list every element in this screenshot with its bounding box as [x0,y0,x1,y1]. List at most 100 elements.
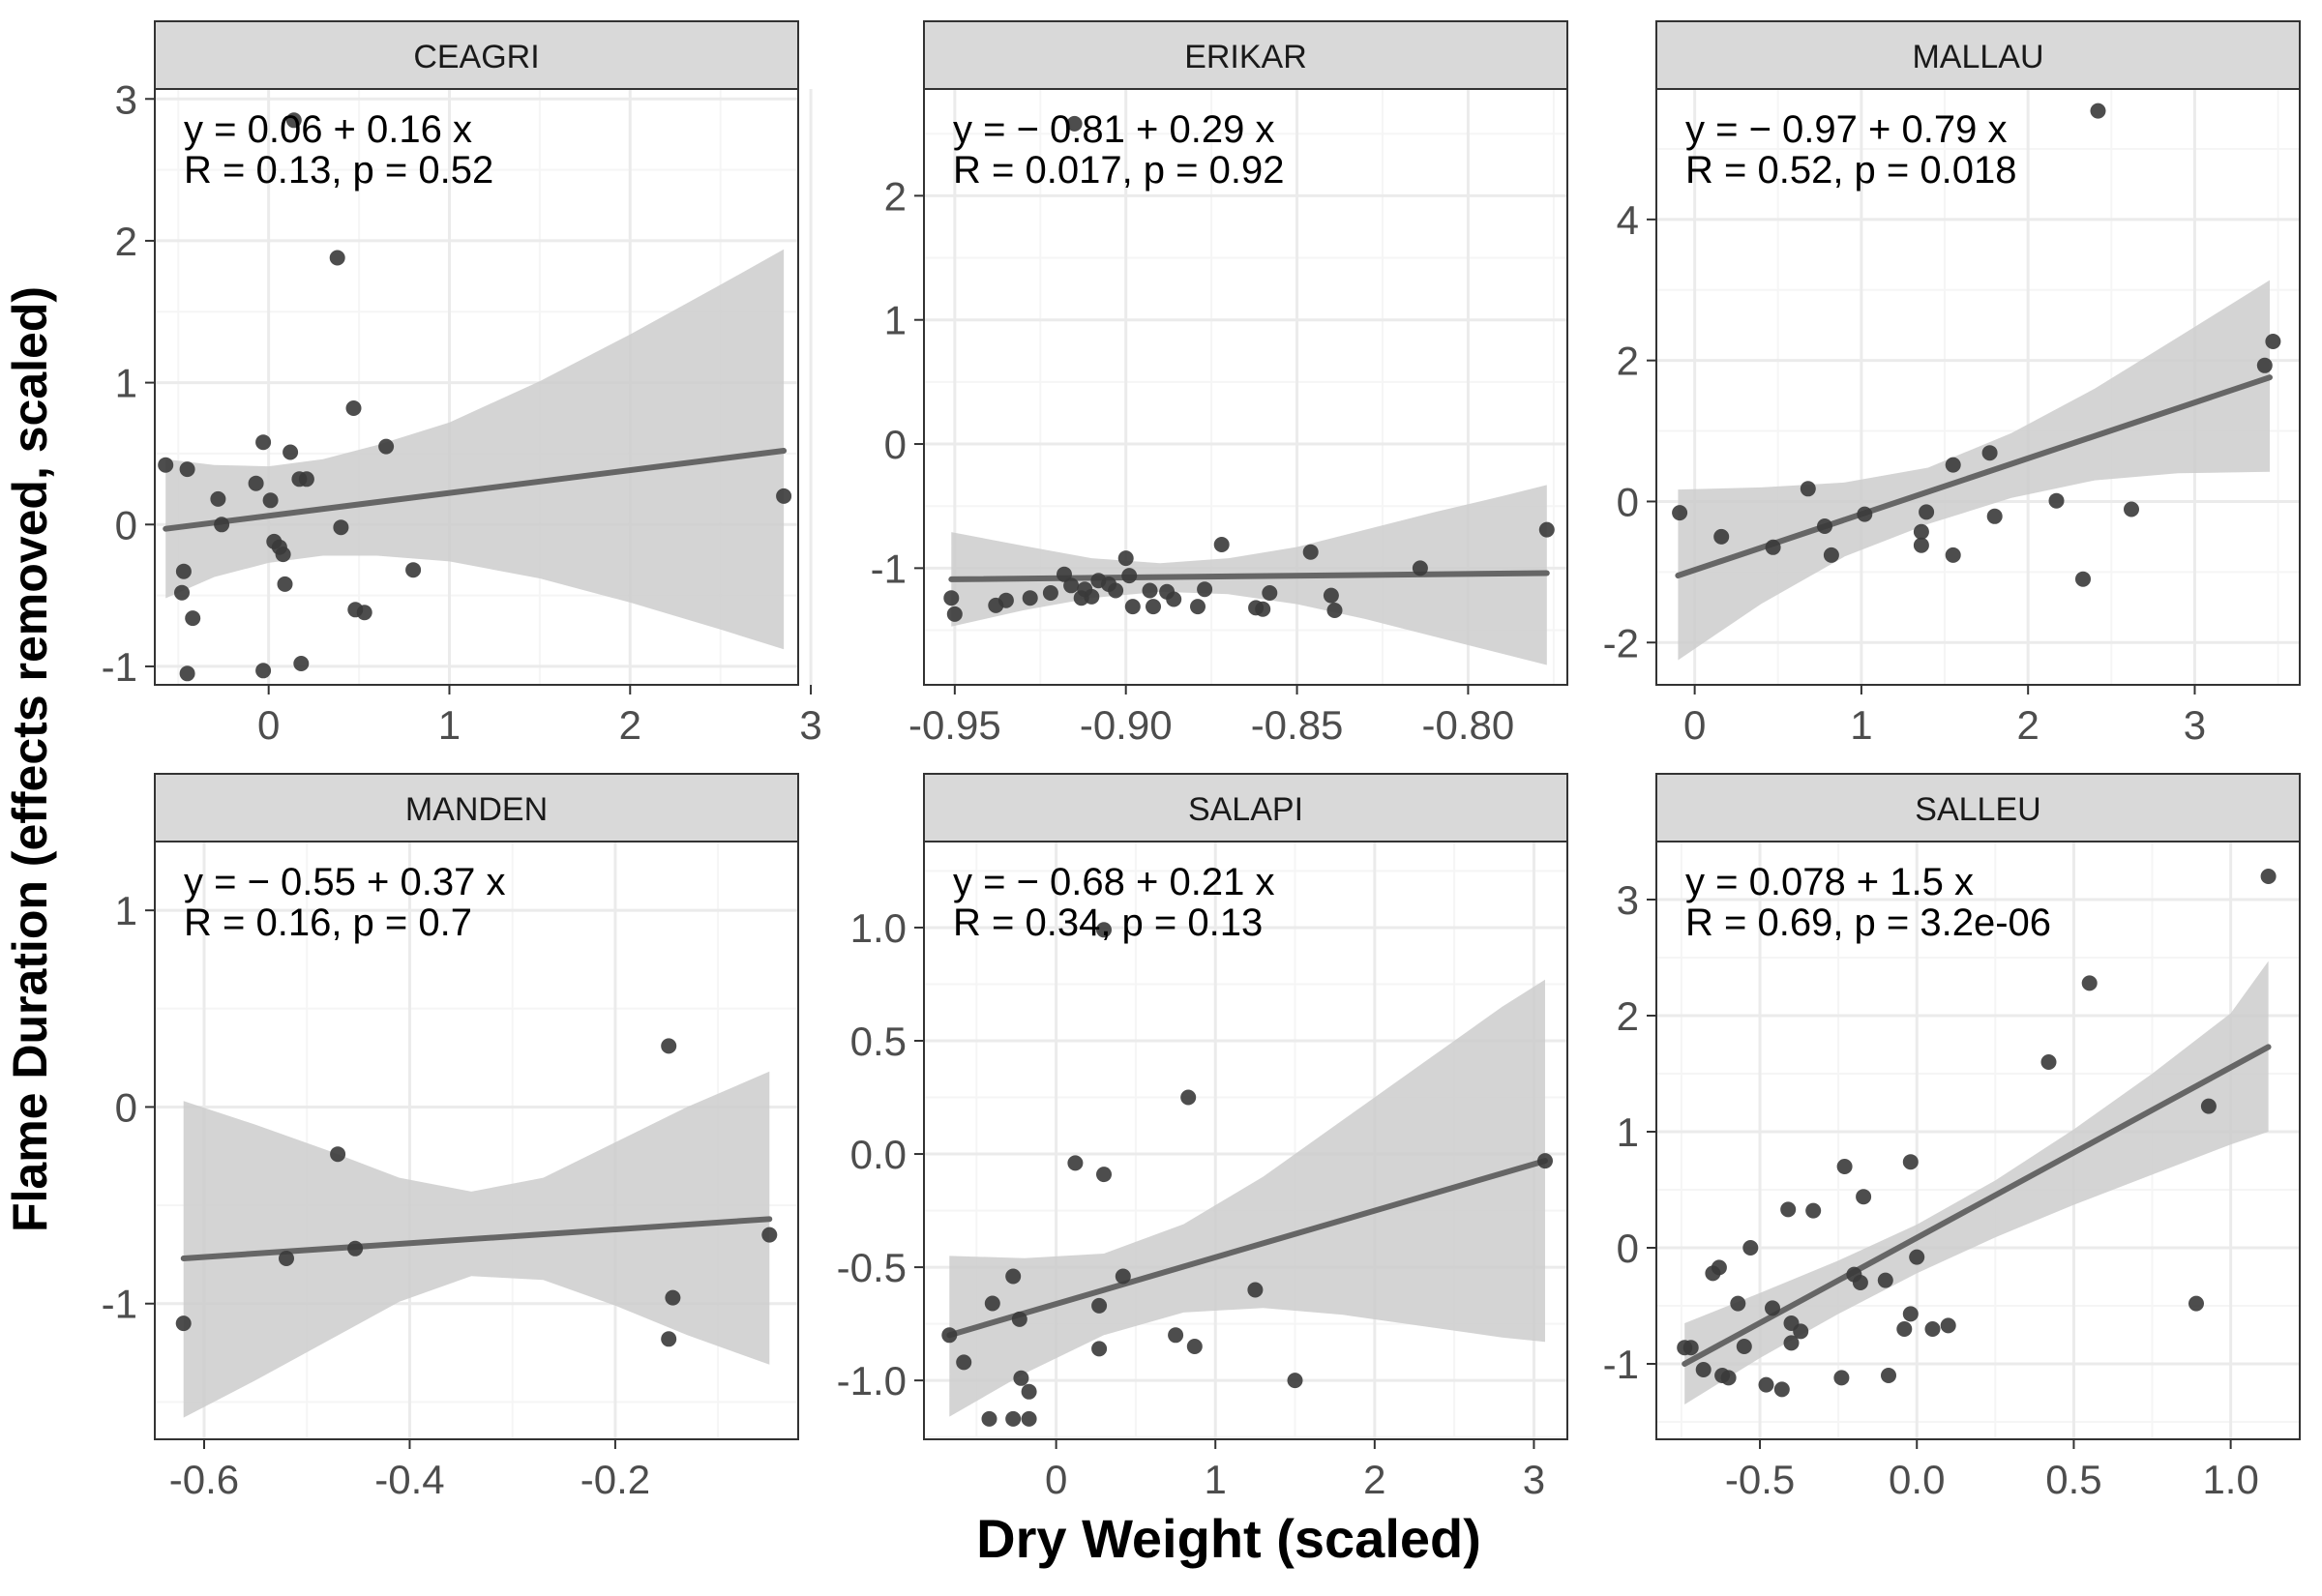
y-tick-label: 1 [884,298,907,343]
x-tick-label: 1 [438,702,461,748]
data-point [1121,568,1138,584]
data-point [275,547,291,563]
data-point [1066,115,1083,132]
data-point [1091,1297,1108,1314]
data-point [1909,1249,1925,1265]
data-point [1096,1167,1112,1183]
data-point [1091,1341,1108,1357]
data-point [2075,571,2091,587]
data-point [1682,1340,1699,1356]
x-tick-label: 0.0 [1889,1457,1945,1502]
data-point [661,1038,677,1054]
data-point [2200,1098,2217,1114]
data-point [1852,1275,1868,1290]
data-point [262,492,279,509]
data-point [1096,922,1112,938]
data-point [1856,1189,1872,1205]
y-tick-label: -1 [102,1282,137,1327]
data-point [1713,528,1730,545]
data-point [1323,587,1339,604]
data-point [1902,1306,1919,1322]
y-tick-label: 1.0 [850,905,907,951]
data-point [946,606,963,622]
annotation-line: R = 0.017, p = 0.92 [953,149,1284,192]
x-tick-label: 1.0 [2202,1457,2258,1502]
y-tick-label: 3 [1617,877,1639,923]
data-point [1720,1370,1737,1386]
x-tick-label: 0.5 [2045,1457,2101,1502]
data-point [1857,506,1873,522]
data-point [283,444,299,460]
y-tick-label: 1 [115,361,137,406]
y-axis-title: Flame Duration (effects removed, scaled) [3,286,57,1232]
data-point [1695,1362,1712,1377]
data-point [1117,550,1134,567]
data-point [293,656,310,671]
x-tick-label: 3 [2184,702,2206,748]
data-point [1213,537,1230,552]
data-point [943,590,960,606]
y-tick-label: 1 [115,888,137,933]
data-point [2260,869,2277,884]
data-point [345,400,362,416]
facet-strip [154,20,799,90]
y-tick-label: -1 [102,644,137,690]
data-point [1902,1154,1919,1170]
data-point [1817,518,1832,534]
regression-line [946,1158,1548,1339]
x-tick-label: -0.90 [1080,702,1173,748]
data-point [1084,588,1100,605]
data-point [1919,504,1935,520]
x-tick-label: 1 [1850,702,1872,748]
regression-line [180,1216,773,1261]
y-tick-label: -1 [871,546,907,591]
data-point [2048,492,2065,509]
y-tick-label: -1 [1603,1342,1639,1387]
data-point [1013,1370,1029,1386]
x-tick-label: 2 [2017,702,2039,748]
data-point [175,1315,192,1332]
annotation-line: y = − 0.97 + 0.79 x [1685,108,2007,151]
data-point [185,610,201,627]
y-tick-label: 0.5 [850,1019,907,1064]
facet-strip-label: MALLAU [1912,39,2043,75]
data-point [1146,599,1161,615]
y-tick-label: 1 [1617,1109,1639,1155]
x-tick-label: -0.6 [169,1457,239,1502]
data-point [1142,582,1158,599]
data-point [1326,603,1343,618]
data-point [329,250,345,266]
data-point [255,434,272,451]
x-tick-label: -0.2 [580,1457,650,1502]
data-point [330,1146,346,1163]
data-point [1287,1373,1303,1389]
data-point [1711,1259,1727,1276]
data-point [1108,582,1124,599]
data-point [1896,1321,1913,1337]
annotation-line: R = 0.13, p = 0.52 [184,149,493,192]
data-point [1255,601,1271,617]
data-point [279,1251,294,1266]
data-point [214,517,230,533]
x-tick-label: -0.85 [1251,702,1344,748]
data-point [2265,334,2281,349]
facet-strip-label: MANDEN [405,791,548,828]
data-point [665,1289,681,1306]
data-point [941,1327,958,1344]
data-point [1945,457,1961,473]
data-point [1186,1339,1203,1354]
data-point [1168,1327,1184,1344]
x-tick-label: -0.95 [908,702,1001,748]
x-tick-label: 1 [1205,1457,1227,1502]
data-point [1005,1410,1022,1427]
data-point [347,1240,364,1256]
data-point [1836,1159,1853,1174]
y-tick-label: 4 [1617,197,1639,243]
regression-line [948,570,1550,582]
data-point [1783,1335,1800,1351]
